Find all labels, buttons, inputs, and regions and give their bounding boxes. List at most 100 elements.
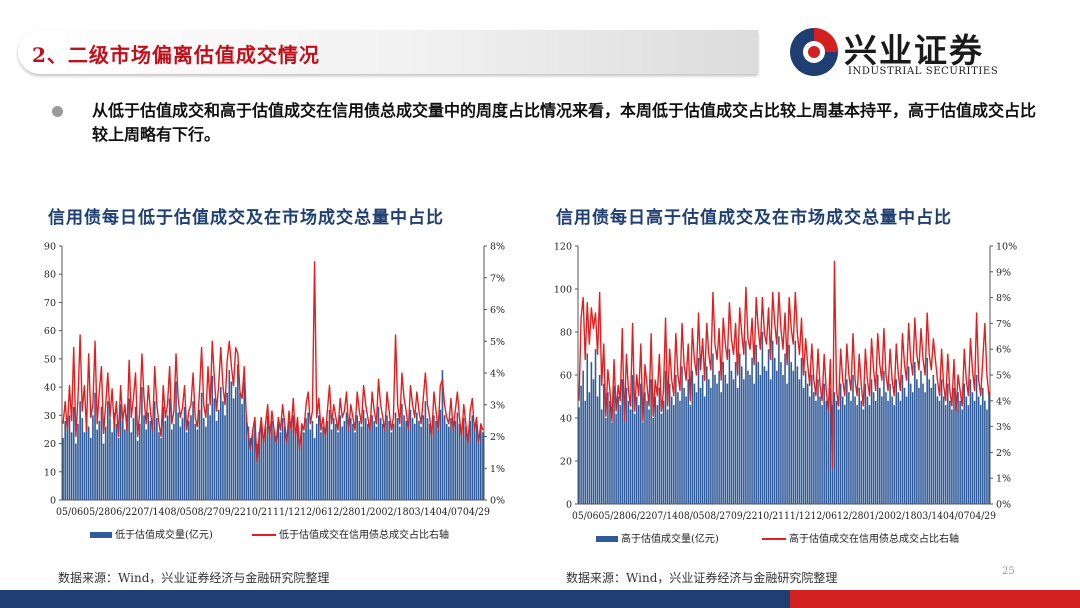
bar [712,353,714,504]
bar [473,429,476,500]
bar [753,383,755,504]
bar [691,370,694,504]
bar [885,392,887,504]
bar [642,422,644,504]
bar [83,432,86,500]
bar [271,420,273,500]
y-right-tick-label: 10% [996,242,1017,253]
bar [689,405,692,504]
y-right-tick-label: 5% [996,371,1011,382]
bar [784,353,786,504]
y-left-tick-label: 40 [44,383,56,394]
bar [211,375,214,500]
y-right-tick-label: 2% [996,448,1011,459]
bar [860,400,863,504]
bar [290,429,292,500]
bar [100,406,103,500]
bar [143,415,145,500]
bar [149,420,152,500]
section-title: 2、二级市场偏离估值成交情况 [32,43,320,67]
bar [330,429,333,500]
bar [413,423,416,500]
bar [371,415,373,500]
bar [456,412,459,500]
bar [422,415,425,500]
bar [352,423,354,500]
bar [613,385,615,504]
bar [846,379,848,504]
y-left-tick-label: 50 [44,354,56,365]
bar [364,418,367,500]
bar [893,405,895,504]
bar [239,392,241,500]
bar [384,429,386,500]
bar [62,437,64,500]
bar [652,418,654,504]
bar [621,379,624,504]
bar [664,370,667,504]
bar [953,387,955,504]
bar [232,398,235,500]
bar [969,379,972,504]
bar [87,426,90,500]
bar [277,423,280,500]
bar [658,387,661,504]
bar [450,418,452,500]
y-right-tick-label: 1% [996,474,1011,485]
bar [961,409,963,504]
bar [81,418,84,500]
bar [315,423,318,500]
bar [420,426,422,500]
bar [241,404,243,500]
bar [426,418,429,500]
bar [808,396,811,504]
bar [887,400,889,504]
bar [703,396,706,504]
bar [714,375,716,504]
bar [864,383,867,504]
y-right-tick-label: 7% [996,319,1011,330]
bar [835,400,838,504]
bar [911,392,914,504]
bar [341,426,344,500]
bar [876,375,879,504]
bar [234,387,237,500]
y-left-tick-label: 40 [560,414,572,425]
bar [424,401,427,500]
bar [119,404,122,500]
bar [625,387,628,504]
bar [245,415,248,500]
bar [307,412,309,500]
bar [975,375,978,504]
bar-series [62,364,484,500]
bar [386,415,388,500]
y-left-tick-label: 60 [560,371,572,382]
bar [872,392,875,504]
bar [586,353,589,504]
bar [934,383,937,504]
bar [260,423,263,500]
bar [930,387,933,504]
bar [901,375,904,504]
bar [458,423,461,500]
bar [660,413,663,504]
bar [136,440,139,500]
bar [607,392,609,504]
bar [268,435,271,500]
bar [874,400,877,504]
bar [170,429,173,500]
bar [247,426,250,500]
bar [479,426,482,500]
bar [145,429,147,500]
bar [126,415,128,500]
bar [804,370,807,504]
bar [963,383,966,504]
bar [605,418,607,504]
bar [771,340,774,504]
bar [627,400,630,504]
bar [802,387,805,504]
bar [944,405,947,504]
bar [679,400,681,504]
bar [273,429,275,500]
bar [322,426,324,500]
